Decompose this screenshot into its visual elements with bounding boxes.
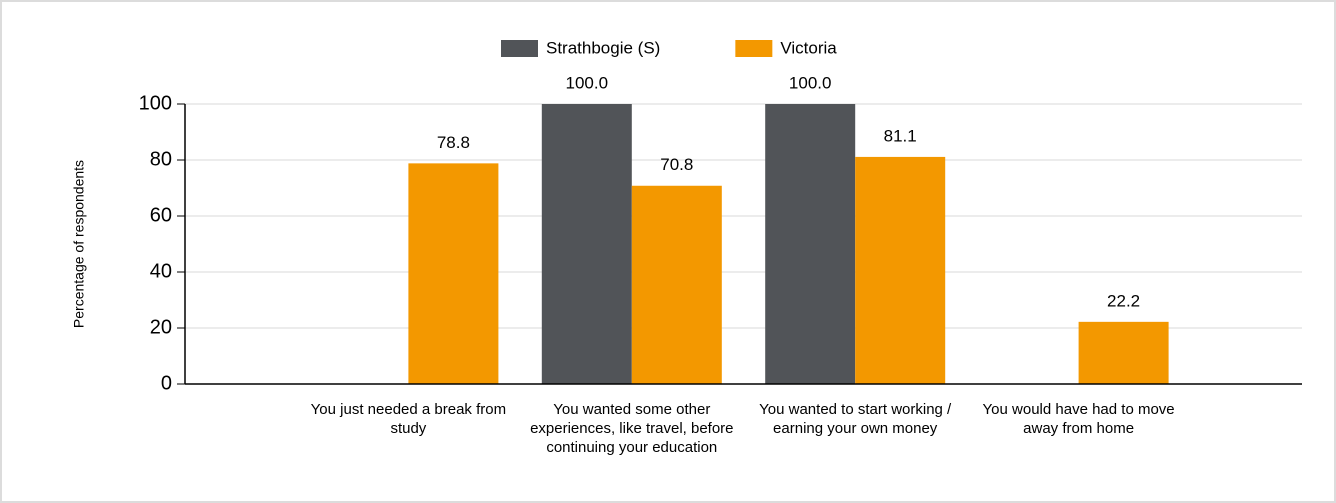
y-tick-label: 80 — [150, 148, 172, 170]
x-tick-label: You wanted some other experiences, like … — [530, 401, 734, 456]
bar — [408, 163, 499, 384]
value-label: 81.1 — [884, 126, 917, 145]
legend-label: Strathbogie (S) — [546, 38, 660, 57]
y-tick-label: 40 — [150, 260, 172, 282]
y-tick-label: 0 — [161, 372, 172, 394]
y-axis-label: Percentage of respondents — [71, 160, 87, 328]
bar — [855, 156, 946, 384]
bar — [765, 104, 856, 384]
x-tick-label: You wanted to start working / earning yo… — [759, 401, 952, 437]
value-label: 78.8 — [437, 133, 470, 152]
legend-label: Victoria — [780, 38, 837, 57]
bar — [541, 104, 632, 384]
bar — [1078, 321, 1169, 384]
bar — [631, 185, 722, 384]
y-tick-label: 100 — [139, 92, 172, 114]
x-tick-label: You just needed a break from study — [310, 401, 507, 437]
x-tick-label: You would have had to move away from hom… — [982, 401, 1175, 437]
value-label: 100.0 — [566, 73, 609, 92]
y-tick-label: 20 — [150, 316, 172, 338]
y-tick-label: 60 — [150, 204, 172, 226]
legend-swatch — [501, 40, 538, 57]
value-label: 22.2 — [1107, 291, 1140, 310]
legend-swatch — [735, 40, 773, 57]
value-label: 70.8 — [660, 155, 693, 174]
value-label: 100.0 — [789, 73, 832, 92]
